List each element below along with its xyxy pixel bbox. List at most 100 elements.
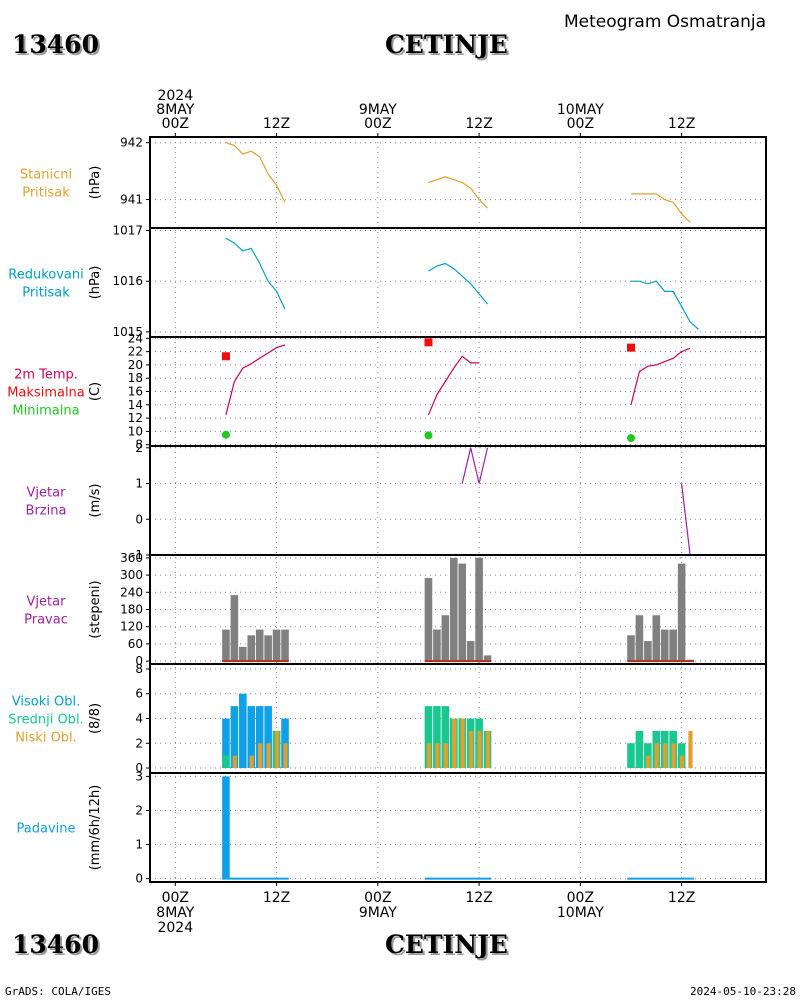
low-cloud-bar xyxy=(646,755,651,769)
meteogram-title: Meteogram Osmatranja xyxy=(563,12,766,32)
station-name-bottom: CETINJE xyxy=(385,930,508,959)
y-axis-label: (hPa) xyxy=(88,166,103,200)
footer-timestamp: 2024-05-10-23:28 xyxy=(690,985,796,998)
y-tick-label: 941 xyxy=(120,193,143,207)
low-cloud-bar xyxy=(426,743,431,769)
low-cloud-bar xyxy=(452,718,457,769)
y-tick-label: 0 xyxy=(135,512,143,526)
high-cloud-bar xyxy=(264,706,272,769)
panel-title-line: Vjetar xyxy=(27,595,67,610)
min-temp-marker xyxy=(424,431,433,440)
high-cloud-bar xyxy=(247,706,256,769)
y-tick-label: 360 xyxy=(120,551,143,565)
high-cloud-bar xyxy=(255,706,264,769)
y-axis-label: (mm/6h/12h) xyxy=(88,785,103,871)
top-time-label: 00Z xyxy=(567,116,594,132)
data-bar xyxy=(281,629,289,662)
bottom-time-label: 2024 xyxy=(157,920,193,936)
top-time-label: 8MAY xyxy=(156,102,194,118)
bottom-time-label: 8MAY xyxy=(156,905,194,921)
y-tick-label: 3 xyxy=(135,769,143,783)
top-time-label: 10MAY xyxy=(557,102,604,118)
data-bar xyxy=(458,563,467,662)
y-axis-label: (stepeni) xyxy=(88,580,103,638)
high-cloud-bar xyxy=(239,693,247,769)
middle-cloud-bar xyxy=(644,743,652,769)
y-axis-label: (m/s) xyxy=(88,484,103,518)
series-line xyxy=(461,447,489,484)
low-cloud-bar xyxy=(485,730,491,769)
series-line xyxy=(225,142,286,203)
middle-cloud-bar xyxy=(441,706,450,769)
data-bar xyxy=(230,595,239,662)
station-name-top: CETINJE xyxy=(385,30,508,59)
data-bar xyxy=(441,615,450,662)
bottom-time-label: 12Z xyxy=(263,890,290,906)
max-temp-marker xyxy=(221,352,230,361)
panel-title-line: Visoki Obl. xyxy=(12,695,80,710)
y-tick-label: 1 xyxy=(135,838,143,852)
data-bar xyxy=(247,635,256,662)
y-axis-label: (hPa) xyxy=(88,266,103,300)
panel-title-line: Pritisak xyxy=(22,286,70,301)
low-cloud-bar xyxy=(654,743,659,769)
station-code-bottom: 13460 xyxy=(12,930,99,959)
panel-title-line: Stanicni xyxy=(20,168,72,183)
y-tick-label: 0 xyxy=(135,761,143,775)
y-axis-label: (8/8) xyxy=(88,703,103,734)
panel-title-line: Padavine xyxy=(17,822,76,837)
panel-title-line: 2m Temp. xyxy=(14,368,78,383)
y-tick-label: 1016 xyxy=(112,274,143,288)
middle-cloud-bar xyxy=(222,755,230,769)
data-bar xyxy=(264,635,272,662)
data-bar xyxy=(652,615,661,662)
y-tick-label: 8 xyxy=(135,662,143,676)
data-bar xyxy=(222,629,230,662)
y-tick-label: 14 xyxy=(128,398,143,412)
panel-title-line: Redukovani xyxy=(8,268,83,283)
top-time-label: 00Z xyxy=(364,116,391,132)
y-tick-label: 10 xyxy=(128,424,143,438)
y-tick-label: 1 xyxy=(135,477,143,491)
low-cloud-bar xyxy=(443,743,448,769)
series-line xyxy=(631,280,699,330)
y-tick-label: 16 xyxy=(128,385,143,399)
data-bar xyxy=(222,776,230,879)
top-time-label: 2024 xyxy=(157,88,193,104)
high-cloud-bar xyxy=(222,718,230,769)
data-bar xyxy=(483,655,492,662)
y-tick-label: 0 xyxy=(135,872,143,886)
bottom-time-label: 12Z xyxy=(465,890,492,906)
y-tick-label: 1015 xyxy=(112,325,143,339)
panel-title-line: Srednji Obl. xyxy=(8,713,83,728)
y-tick-label: 180 xyxy=(120,603,143,617)
data-bar xyxy=(660,629,669,662)
y-tick-label: 22 xyxy=(128,345,143,359)
bottom-time-label: 10MAY xyxy=(557,905,604,921)
y-tick-label: 1017 xyxy=(112,224,143,238)
low-cloud-bar xyxy=(679,755,685,769)
panel-title-line: Pravac xyxy=(24,613,68,628)
data-bar xyxy=(433,629,441,662)
low-cloud-bar xyxy=(435,743,440,769)
series-line xyxy=(225,344,286,415)
low-cloud-bar xyxy=(460,718,465,769)
y-tick-label: 8 xyxy=(135,438,143,452)
top-time-label: 12Z xyxy=(668,116,695,132)
middle-cloud-bar xyxy=(433,706,441,769)
panel-frame xyxy=(149,772,767,883)
data-bar xyxy=(255,629,264,662)
data-bar xyxy=(424,577,433,662)
station-code-top: 13460 xyxy=(12,30,99,59)
panel-frame xyxy=(149,336,767,447)
low-cloud-bar xyxy=(258,743,263,769)
middle-cloud-bar xyxy=(424,706,433,769)
y-tick-label: 120 xyxy=(120,620,143,634)
y-tick-label: 2 xyxy=(135,736,143,750)
panel-frame xyxy=(149,136,767,229)
panel-title-line: Pritisak xyxy=(22,186,70,201)
top-time-label: 12Z xyxy=(465,116,492,132)
top-time-label: 9MAY xyxy=(359,102,397,118)
bottom-time-label: 00Z xyxy=(567,890,594,906)
